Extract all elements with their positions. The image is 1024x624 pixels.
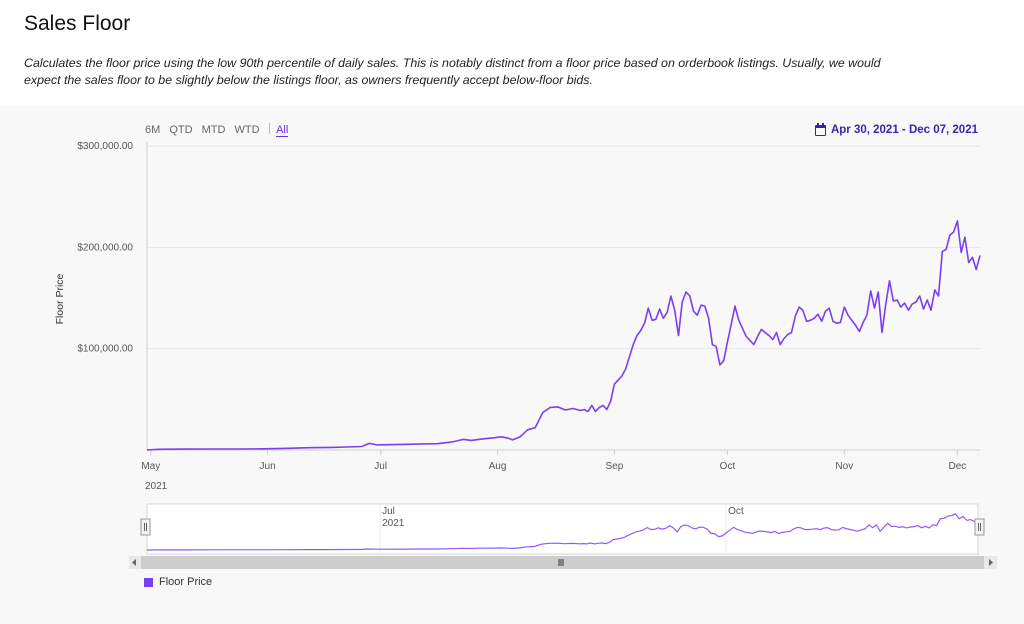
- x-tick-label: Nov: [835, 461, 853, 472]
- x-tick-label: Jul: [374, 461, 387, 472]
- date-range-label: Apr 30, 2021 - Dec 07, 2021: [830, 124, 978, 136]
- y-axis-title: Floor Price: [54, 273, 66, 324]
- x-year-label: 2021: [145, 481, 168, 492]
- calendar-icon: [814, 122, 826, 136]
- legend-label: Floor Price: [159, 576, 213, 588]
- range-all-button[interactable]: All: [276, 124, 289, 137]
- range-wtd-button[interactable]: WTD: [234, 124, 260, 136]
- range-divider: [268, 123, 270, 134]
- scroll-right-arrow-icon[interactable]: [989, 559, 993, 566]
- y-tick-label: $100,000.00: [77, 344, 133, 355]
- range-qtd-button[interactable]: QTD: [169, 124, 193, 136]
- scroll-left-arrow-icon[interactable]: [132, 559, 136, 566]
- y-tick-label: $300,000.00: [77, 141, 133, 152]
- legend-swatch: [144, 577, 153, 587]
- x-tick-label: May: [141, 461, 160, 472]
- navigator-frame: [146, 503, 979, 555]
- page-title: Sales Floor: [24, 12, 131, 35]
- navigator-series-line: [146, 513, 979, 551]
- x-tick-label: Dec: [948, 461, 966, 472]
- navigator-month-label: Oct: [728, 506, 744, 517]
- floor-price-series-line: [146, 220, 981, 451]
- range-selector: 6M QTD MTD WTD All: [145, 123, 294, 137]
- date-range-picker[interactable]: Apr 30, 2021 - Dec 07, 2021: [814, 122, 978, 136]
- x-tick-label: Sep: [605, 461, 623, 472]
- x-tick-label: Oct: [720, 461, 736, 472]
- navigator-month-label: Jul: [382, 506, 395, 517]
- navigator-year-label: 2021: [382, 518, 405, 529]
- range-mtd-button[interactable]: MTD: [201, 124, 226, 136]
- x-tick-label: Aug: [489, 461, 507, 472]
- range-6m-button[interactable]: 6M: [145, 124, 161, 136]
- page-description: Calculates the floor price using the low…: [24, 56, 881, 87]
- navigator-left-handle[interactable]: [140, 518, 151, 536]
- x-tick-label: Jun: [260, 461, 276, 472]
- chart-legend[interactable]: Floor Price: [144, 576, 212, 588]
- y-tick-label: $200,000.00: [77, 242, 133, 253]
- navigator-right-handle[interactable]: [974, 518, 985, 536]
